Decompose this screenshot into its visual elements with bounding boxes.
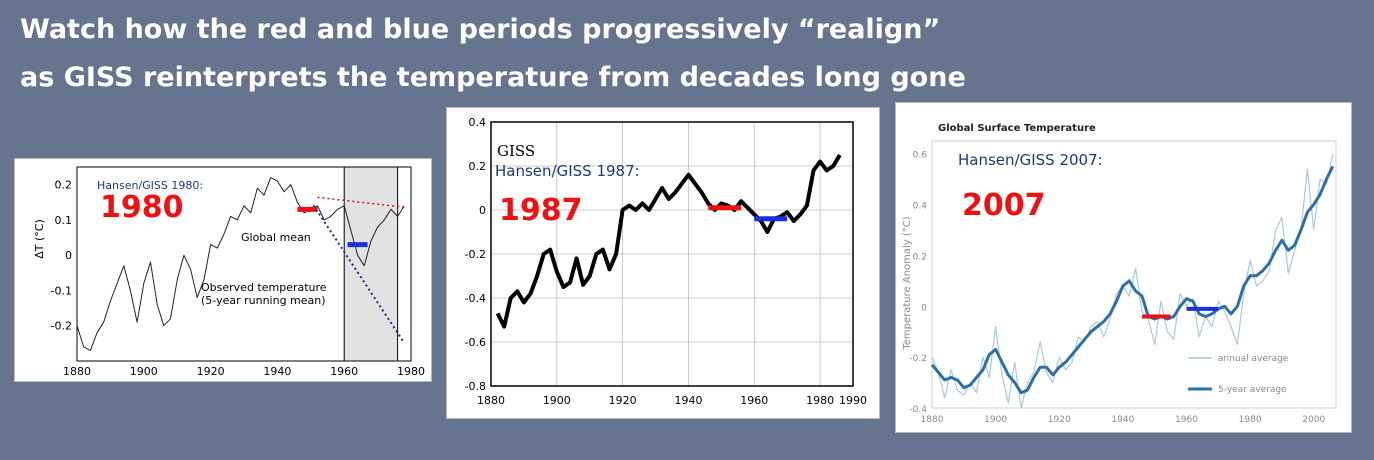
blue-dotted-trend	[312, 204, 404, 342]
y-tick-label: 0.4	[913, 202, 928, 212]
y-tick-label: -0.4	[909, 405, 927, 415]
x-tick-label: 1940	[263, 365, 291, 378]
x-tick-label: 1900	[130, 365, 158, 378]
x-tick-label: 1920	[197, 365, 225, 378]
y-tick-label: 0	[921, 303, 927, 313]
y-tick-label: -0.6	[465, 336, 486, 349]
y-tick-label: -0.2	[51, 320, 72, 333]
x-tick-label: 1900	[543, 394, 571, 407]
x-tick-label: 1940	[1111, 415, 1134, 425]
y-tick-label: 0	[65, 249, 72, 262]
source-sublabel: Hansen/GISS 1987:	[495, 162, 640, 180]
y-tick-label: -0.8	[465, 380, 486, 393]
y-tick-label: 0.2	[913, 252, 927, 262]
y-tick-label: -0.2	[465, 248, 486, 261]
legend-label-annual: annual average	[1218, 354, 1289, 364]
chart-1980: 1880 1900 1920 1940 1960 19800.20.10-0.1-0.2 …	[33, 166, 425, 378]
y-tick-label: -0.2	[909, 354, 927, 364]
x-tick-label: 1920	[1048, 415, 1071, 425]
x-tick-label: 1900	[984, 415, 1007, 425]
year-label: 1987	[499, 193, 583, 228]
x-tick-label: 1980	[806, 394, 834, 407]
chart-1987: 1880 1900 1920 1940 1960 1980 1990 0.4 0.2 0 -0.2 -…	[465, 116, 867, 407]
x-tick-label: 1960	[740, 394, 768, 407]
source-label: GISS	[497, 142, 535, 160]
y-tick-label: -0.1	[51, 284, 72, 297]
x-tick-label: 1920	[609, 394, 637, 407]
x-tick-label: 1960	[330, 365, 358, 378]
y-tick-label: 0.6	[913, 151, 928, 161]
year-label: 1980	[100, 190, 184, 225]
source-label: Hansen/GISS 1980:	[97, 179, 203, 192]
plot-frame	[490, 121, 854, 387]
y-axis-label: ΔT (°C)	[33, 219, 46, 259]
y-tick-label: 0.2	[469, 160, 487, 173]
headline-line-2: as GISS reinterprets the temperature fro…	[20, 62, 966, 93]
y-tick-label: 0	[479, 204, 486, 217]
y-tick-label: -0.4	[465, 292, 486, 305]
x-tick-label: 1980	[397, 365, 425, 378]
x-tick-label: 1980	[1239, 415, 1262, 425]
plot-frame	[76, 166, 412, 362]
y-tick-label: 0.4	[469, 116, 487, 129]
year-label: 2007	[962, 188, 1046, 223]
y-tick-label: 0.1	[55, 214, 73, 227]
chart-title: Global Surface Temperature	[938, 123, 1096, 134]
plot-frame	[931, 140, 1337, 409]
y-axis-label: Temperature Anomaly (°C)	[902, 216, 913, 350]
chart-panel-2007: 1880 1900 1920 1940 1960 1980 2000 0.6 0.4 0.2 0 -0…	[895, 102, 1352, 433]
annotation-running-mean: (5-year running mean)	[201, 294, 326, 307]
annotation-observed: Observed temperature	[201, 281, 327, 294]
x-tick-label: 1990	[839, 394, 867, 407]
legend-label-5yr: 5-year average	[1218, 385, 1287, 395]
series-line-0	[495, 153, 842, 329]
x-tick-label: 1940	[674, 394, 702, 407]
headline-line-1: Watch how the red and blue periods progr…	[20, 14, 941, 45]
x-tick-label: 1960	[1175, 415, 1198, 425]
source-label: Hansen/GISS 2007:	[958, 151, 1103, 169]
x-tick-label: 1880	[477, 394, 505, 407]
x-tick-label: 1880	[921, 415, 944, 425]
annotation-global-mean: Global mean	[241, 231, 311, 244]
legend: annual average 5-year average	[1188, 354, 1289, 395]
series-line-0	[931, 153, 1334, 409]
chart-panel-1987: 1880 1900 1920 1940 1960 1980 1990 0.4 0.2 0 -0.2 -…	[446, 107, 880, 419]
chart-panel-1980: 1880 1900 1920 1940 1960 1980 0.2 0.1 0 -0.1 -0.2 …	[14, 158, 432, 382]
series-line-1	[930, 165, 1335, 395]
x-tick-label: 2000	[1302, 415, 1325, 425]
series-line-0	[76, 177, 405, 351]
y-tick-label: 0.2	[55, 179, 73, 192]
x-tick-label: 1880	[63, 365, 91, 378]
chart-2007: 1880 1900 1920 1940 1960 1980 2000 0.6 0.4 0.2 0 -0…	[902, 123, 1337, 425]
